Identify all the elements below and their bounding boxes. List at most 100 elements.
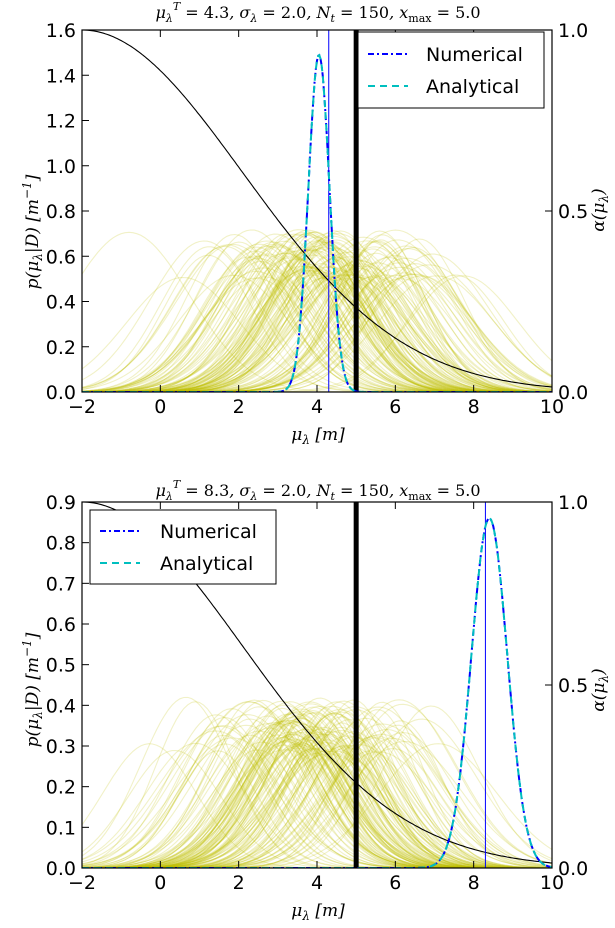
x-tick-label: 2 [233,396,245,418]
posterior-sample-curve [82,247,552,392]
posterior-sample-curve [82,730,552,868]
y-tick-label: 1.4 [46,65,76,87]
chart-title: μλT = 8.3, σλ = 2.0, Nt = 150, xmax = 5.… [155,478,480,503]
posterior-sample-curve [82,245,552,392]
posterior-sample-curve [82,275,552,392]
chart-panel-bottom: −2 0 2 4 6 8 100.00.10.20.30.40.50.60.70.80.90… [20,478,611,923]
posterior-sample-curve [82,273,552,392]
y-tick-label: 1.6 [46,20,76,42]
posterior-sample-curve [82,714,552,868]
posterior-sample-curve [82,725,552,868]
posterior-sample-curve [82,246,552,392]
posterior-sample-curve [82,270,552,392]
posterior-sample-curve [82,709,552,868]
y-tick-label: 1.2 [46,111,76,133]
posterior-samples [82,696,552,868]
posterior-sample-curve [82,699,552,868]
y-tick-label: 0.6 [46,614,76,636]
posterior-sample-curve [82,734,552,868]
posterior-sample-curve [82,749,552,868]
posterior-sample-curve [82,263,552,392]
posterior-sample-curve [82,735,552,868]
y-axis-right-label: α(μλ) [589,188,611,231]
x-tick-label: 2 [233,872,245,894]
posterior-sample-curve [82,737,552,868]
y-tick-label: 0.4 [46,292,76,314]
x-tick-label: 4 [311,872,323,894]
posterior-sample-curve [82,718,552,868]
posterior-sample-curve [82,275,552,392]
posterior-sample-curve [82,276,552,392]
x-tick-label: −2 [68,396,96,418]
x-tick-label: 10 [540,396,564,418]
posterior-sample-curve [82,250,552,392]
posterior-sample-curve [82,240,552,392]
x-tick-label: 8 [468,396,480,418]
legend: Numerical Analytical [89,509,277,585]
y-tick-label: 0.5 [46,655,76,677]
legend-label-numerical: Numerical [426,44,523,66]
posterior-sample-curve [82,239,552,392]
posterior-sample-curve [82,699,552,868]
posterior-sample-curve [82,239,552,392]
posterior-sample-curve [82,254,552,392]
posterior-sample-curve [82,248,552,392]
posterior-sample-curve [82,256,552,392]
posterior-samples [82,229,552,392]
y-axis-right-label: α(μλ) [589,668,611,711]
y-axis-label: p(μλ|D) [m−1] [20,174,45,289]
legend: Numerical Analytical [357,31,545,109]
posterior-sample-curve [82,741,552,868]
posterior-sample-curve [82,737,552,868]
overlay-lines [82,30,552,392]
posterior-sample-curve [82,245,552,392]
x-tick-label: 8 [468,872,480,894]
posterior-sample-curve [82,243,552,392]
posterior-sample-curve [82,724,552,868]
posterior-sample-curve [82,725,552,868]
x-tick-label: 4 [311,396,323,418]
legend-label-analytical: Analytical [160,553,253,575]
posterior-sample-curve [82,245,552,392]
posterior-sample-curve [82,243,552,392]
x-tick-label: 0 [154,872,166,894]
posterior-sample-curve [82,705,552,868]
x-tick-label: 0 [154,396,166,418]
alpha-curve [82,30,552,388]
x-tick-label: 6 [389,396,401,418]
posterior-sample-curve [82,715,552,868]
y-tick-label: 0.3 [46,736,76,758]
posterior-sample-curve [82,278,552,392]
y-right-tick-label: 0.0 [558,858,588,880]
legend-label-analytical: Analytical [426,76,519,98]
posterior-sample-curve [82,266,552,392]
y-tick-label: 1.0 [46,156,76,178]
posterior-sample-curve [82,248,552,392]
y-right-tick-label: 1.0 [558,20,588,42]
y-tick-label: 0.6 [46,246,76,268]
legend-label-numerical: Numerical [160,521,257,543]
y-right-tick-label: 1.0 [558,492,588,514]
posterior-sample-curve [82,257,552,392]
posterior-sample-curve [82,275,552,392]
y-tick-label: 0.2 [46,777,76,799]
y-tick-label: 0.8 [46,533,76,555]
posterior-sample-curve [82,706,552,868]
posterior-sample-curve [82,262,552,392]
posterior-sample-curve [82,244,552,392]
posterior-sample-curve [82,229,552,392]
y-right-tick-label: 0.5 [558,201,588,223]
posterior-sample-curve [82,734,552,868]
posterior-sample-curve [82,703,552,868]
posterior-sample-curve [82,260,552,392]
posterior-sample-curve [82,274,552,392]
posterior-sample-curve [82,718,552,868]
posterior-sample-curve [82,740,552,868]
posterior-sample-curve [82,241,552,392]
y-right-tick-label: 0.0 [558,382,588,404]
posterior-sample-curve [82,699,552,868]
posterior-sample-curve [82,272,552,392]
y-tick-label: 0.7 [46,573,76,595]
posterior-sample-curve [82,273,552,392]
